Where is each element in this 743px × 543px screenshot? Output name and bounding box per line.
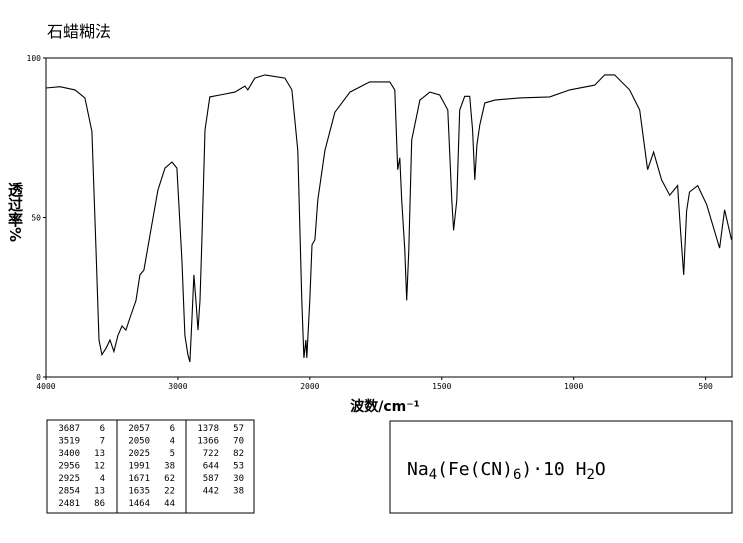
peak-wavenumber: 2025 — [128, 449, 150, 459]
formula-subscript: 6 — [513, 467, 521, 483]
peak-transmittance: 6 — [100, 424, 105, 434]
peak-wavenumber: 2057 — [128, 424, 150, 434]
peak-table-frame — [46, 419, 255, 514]
peak-transmittance: 13 — [94, 449, 105, 459]
x-tick-label: 1500 — [432, 382, 451, 391]
peak-wavenumber: 1378 — [197, 424, 219, 434]
peak-wavenumber: 442 — [203, 487, 219, 497]
formula-part: )·10 H — [521, 459, 586, 480]
peak-transmittance: 70 — [233, 437, 244, 447]
formula-part: O — [595, 459, 606, 480]
peak-transmittance: 5 — [170, 449, 175, 459]
formula-part: Na — [407, 459, 429, 480]
peak-transmittance: 38 — [164, 462, 175, 472]
peak-transmittance: 30 — [233, 474, 244, 484]
y-tick-label: 100 — [27, 54, 42, 63]
x-axis-label: 波数/cm⁻¹ — [350, 398, 420, 415]
y-tick-label: 0 — [36, 373, 41, 382]
peak-transmittance: 44 — [164, 499, 175, 509]
peak-wavenumber: 1671 — [128, 474, 150, 484]
peak-transmittance: 57 — [233, 424, 244, 434]
y-axis-label: 透过率% — [6, 182, 24, 242]
peak-wavenumber: 722 — [203, 449, 219, 459]
formula-subscript: 2 — [586, 467, 594, 483]
peak-wavenumber: 3519 — [58, 437, 80, 447]
peak-wavenumber: 2481 — [58, 499, 80, 509]
peak-transmittance: 62 — [164, 474, 175, 484]
peak-wavenumber: 1366 — [197, 437, 219, 447]
peak-wavenumber: 1635 — [128, 487, 150, 497]
peak-transmittance: 22 — [164, 487, 175, 497]
peak-wavenumber: 2956 — [58, 462, 80, 472]
plot-frame — [45, 57, 733, 378]
peak-wavenumber: 587 — [203, 474, 219, 484]
formula-part: (Fe(CN) — [437, 459, 513, 480]
chart-title: 石蜡糊法 — [47, 22, 111, 41]
formula-frame — [389, 420, 733, 514]
peak-transmittance: 53 — [233, 462, 244, 472]
peak-wavenumber: 3400 — [58, 449, 80, 459]
peak-wavenumber: 2854 — [58, 487, 80, 497]
peak-transmittance: 38 — [233, 487, 244, 497]
peak-transmittance: 13 — [94, 487, 105, 497]
peak-wavenumber: 3687 — [58, 424, 80, 434]
peak-transmittance: 4 — [100, 474, 105, 484]
formula-subscript: 4 — [429, 467, 437, 483]
x-tick-label: 1000 — [564, 382, 583, 391]
peak-transmittance: 4 — [170, 437, 175, 447]
peak-wavenumber: 1464 — [128, 499, 150, 509]
peak-transmittance: 82 — [233, 449, 244, 459]
peak-transmittance: 12 — [94, 462, 105, 472]
y-tick-label: 50 — [31, 214, 41, 223]
peak-wavenumber: 1991 — [128, 462, 150, 472]
peak-transmittance: 7 — [100, 437, 105, 447]
x-tick-label: 4000 — [36, 382, 55, 391]
formula: Na4(Fe(CN)6)·10 H2O — [407, 459, 606, 483]
peak-transmittance: 6 — [170, 424, 175, 434]
spectrum-line — [45, 74, 733, 363]
peak-wavenumber: 2925 — [58, 474, 80, 484]
peak-transmittance: 86 — [94, 499, 105, 509]
x-tick-label: 2000 — [300, 382, 319, 391]
x-tick-label: 3000 — [168, 382, 187, 391]
x-tick-label: 500 — [698, 382, 713, 391]
peak-wavenumber: 2050 — [128, 437, 150, 447]
peak-wavenumber: 644 — [203, 462, 219, 472]
